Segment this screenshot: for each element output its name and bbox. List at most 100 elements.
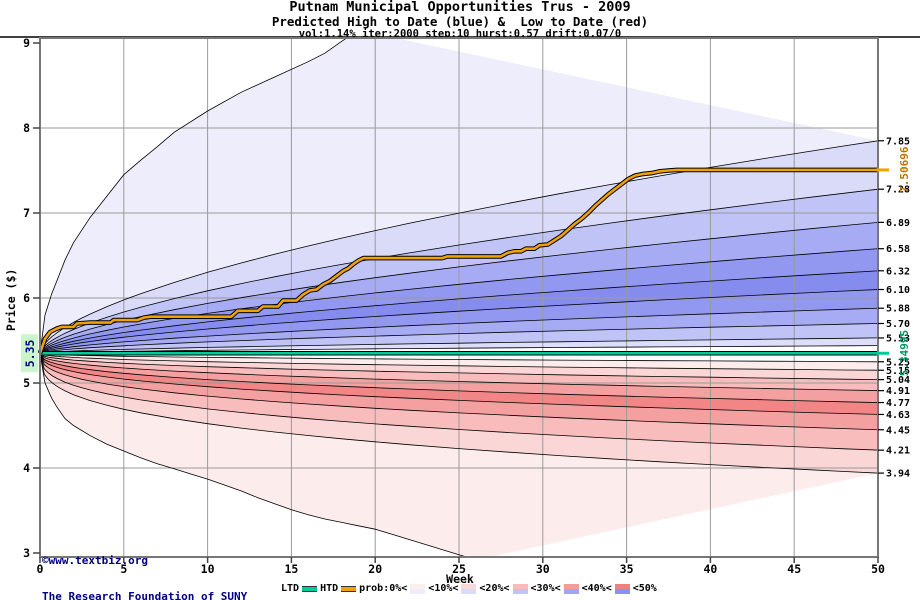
right-value-label: 5.88 [886,304,910,315]
y-tick-label: 6 [23,291,30,305]
x-tick-label: 30 [536,562,550,576]
low-prob-band [41,355,877,451]
legend-prob-label: <50% [632,583,657,594]
boundary-curve [41,188,877,353]
legend-prob-swatch [563,583,579,594]
low-prob-band [41,356,877,474]
high-prob-band [41,140,877,352]
right-value-label: 5.70 [886,319,910,330]
boundary-curve [41,38,348,349]
boundary-curve [41,323,877,354]
legend-ltd-label: LTD [281,583,300,594]
swatch-high-color [614,588,630,594]
boundary-curve [41,356,468,557]
start-price-highlight [21,334,38,373]
x-tick-label: 40 [703,562,717,576]
swatch-low-color [563,583,579,589]
boundary-curve [41,270,877,353]
grid-lines [40,38,878,557]
chart-title: Putnam Municipal Opportunities Trus - 20… [289,0,631,15]
legend-prob-label: <20%< [479,583,510,594]
x-tick-label: 0 [37,562,44,576]
swatch-high-color [563,588,579,594]
right-value-label: 6.10 [886,285,910,296]
right-value-label: 5.15 [886,366,910,377]
watermark: ©www.textbiz.org The Research Foundation… [42,531,247,600]
swatch-low-color [461,583,477,589]
boundary-curve [41,356,877,474]
boundary-curve [41,354,877,403]
legend-htd-label: HTD [320,583,339,594]
boundary-curve [41,140,877,353]
right-value-label: 6.89 [886,218,910,229]
x-tick-label: 5 [120,562,127,576]
boundary-curve [41,289,877,354]
watermark-org: The Research Foundation of SUNY [42,590,248,600]
legend-prob-label: <10%< [428,583,459,594]
y-axis-title: Price ($) [4,269,18,331]
x-tick-label: 50 [871,562,885,576]
right-value-label: 6.58 [886,244,910,255]
right-value-label: 4.45 [886,425,910,436]
legend-prob-swatch [461,583,477,594]
swatch-high-color [461,588,477,594]
band-boundaries [41,38,877,557]
x-tick-label: 35 [620,562,634,576]
right-value-label: 5.53 [886,333,910,344]
swatch-high-color [512,588,528,594]
htd-final-label: 7.50696 [898,146,911,193]
high-prob-band [41,270,877,353]
start-price-label: 5.35 [23,339,37,367]
boundary-curve [41,354,877,431]
x-tick-label: 20 [368,562,382,576]
title-block: Putnam Municipal Opportunities Trus - 20… [0,0,920,40]
swatch-low-color [512,583,528,589]
legend-prob-label: prob:0%< [359,583,408,594]
right-value-label: 3.94 [886,469,910,480]
right-value-label: 5.04 [886,375,910,386]
swatch-high-color [410,588,426,594]
legend-prob-swatch [614,583,630,594]
high-prob-band [41,222,877,353]
x-tick-label: 45 [787,562,801,576]
legend: LTD HTD prob:0%< <10%< <20%< <30%< <40%< <50% [281,583,657,594]
right-value-label: 4.21 [886,446,910,457]
ltd-final-label: 5.34995 [898,330,911,376]
htd-line [38,168,878,354]
legend-ltd-swatch [302,585,318,592]
right-value-label: 4.63 [886,410,910,421]
chart-params: vol:1.14% iter:2000 step:10 hurst:0.57 d… [298,28,622,40]
watermark-site[interactable]: ©www.textbiz.org [42,554,148,567]
axis-ticks-labels: 9 8 7 6 5 4 30 5 10 15 20 25 30 35 40 45 50 7.85 7.28 6.89 6… [23,36,910,576]
low-prob-band [41,354,877,403]
low-prob-band [41,354,877,415]
x-tick-label: 15 [284,562,298,576]
swatch-low-color [410,583,426,589]
right-value-label: 6.32 [886,266,910,277]
chart-subtitle: Predicted High to Date (blue) & Low to D… [271,13,649,29]
y-tick-label: 4 [23,461,30,475]
right-value-label: 4.77 [886,398,910,409]
low-prob-band [41,355,877,430]
boundary-curve [41,222,877,353]
boundary-curve [41,307,877,354]
right-value-label: 7.85 [886,136,910,147]
x-tick-label: 10 [201,562,215,576]
legend-prob-label: <30%< [530,583,561,594]
boundary-curve [41,355,877,451]
y-tick-label: 9 [23,36,30,50]
swatch-low-color [614,583,630,589]
low-prob-band [41,353,877,391]
legend-prob-swatch [410,583,426,594]
legend-prob-label: <40%< [581,583,612,594]
x-tick-label: 25 [452,562,466,576]
boundary-curve [41,353,877,380]
boundary-curve [41,353,877,391]
y-tick-label: 7 [23,206,30,220]
boundary-curve [41,353,877,371]
fan-bands [41,38,877,557]
y-tick-label: 8 [23,121,30,135]
right-value-label: 7.28 [886,185,910,196]
